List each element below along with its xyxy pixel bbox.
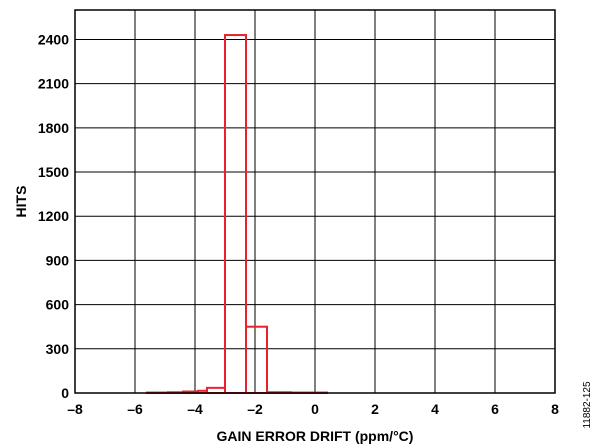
- x-tick-label: 4: [431, 401, 439, 417]
- y-tick-label: 1800: [38, 120, 69, 136]
- y-tick-label: 2100: [38, 76, 69, 92]
- y-tick-label: 2400: [38, 31, 69, 47]
- y-tick-label: 300: [46, 341, 70, 357]
- y-tick-label: 1200: [38, 208, 69, 224]
- figure-code-label: 11882-125: [582, 381, 593, 429]
- x-tick-label: 8: [551, 401, 559, 417]
- y-tick-labels: 0 300 600 900 1200 1500 1800 2100 2400: [38, 31, 69, 401]
- x-tick-label: 2: [371, 401, 379, 417]
- plot-frame: [74, 9, 556, 394]
- y-tick-label: 1500: [38, 164, 69, 180]
- x-tick-label: –4: [187, 401, 203, 417]
- y-axis-label: HITS: [13, 186, 29, 218]
- histogram-bar: [245, 325, 268, 395]
- x-tick-label: 6: [491, 401, 499, 417]
- x-tick-label: –8: [67, 401, 83, 417]
- y-tick-label: 600: [46, 297, 70, 313]
- histogram-bar: [224, 34, 247, 395]
- x-tick-label: 0: [311, 401, 319, 417]
- y-tick-label: 900: [46, 252, 70, 268]
- x-axis-label: GAIN ERROR DRIFT (ppm/°C): [217, 428, 414, 444]
- x-tick-label: –2: [247, 401, 263, 417]
- grid-lines: [74, 9, 556, 394]
- x-tick-label: –6: [127, 401, 143, 417]
- y-tick-label: 0: [61, 385, 69, 401]
- x-tick-labels: –8 –6 –4 –2 0 2 4 6 8: [67, 401, 559, 417]
- histogram-bars: [146, 34, 328, 395]
- histogram-bar: [206, 386, 226, 395]
